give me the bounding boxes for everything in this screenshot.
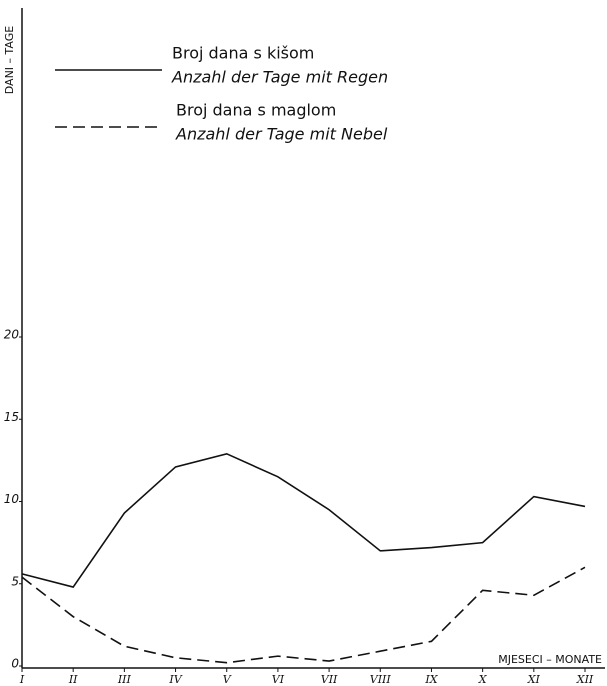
x-tick-label: XI [527,673,541,686]
legend-label: Anzahl der Tage mit Regen [171,68,388,87]
y-tick-label: 5 [11,574,19,588]
series-line [21,566,586,664]
x-tick-label: VIII [370,673,392,686]
y-tick-label: 0 [11,657,19,671]
y-tick-label: 10 [4,492,20,506]
legend-label: Anzahl der Tage mit Nebel [175,125,388,144]
x-tick-label: V [223,673,232,686]
legend-label: Broj dana s kišom [172,44,314,63]
x-tick-label: III [117,673,132,686]
y-tick-label: 20 [4,328,20,342]
x-tick-label: II [68,673,78,686]
x-tick-label: VI [272,673,285,686]
y-axis-label: DANI – TAGE [3,26,16,94]
x-axis-label: MJESECI – MONATE [498,653,602,666]
x-tick-label: XII [576,673,594,686]
x-tick-label: VII [321,673,338,686]
y-tick-label: 15 [4,410,19,424]
x-tick-label: I [19,673,25,686]
x-tick-label: IV [168,673,182,686]
x-tick-label: IX [424,673,438,686]
x-tick-label: X [478,673,488,686]
legend-label: Broj dana s maglom [176,101,336,120]
series-line [21,452,586,588]
